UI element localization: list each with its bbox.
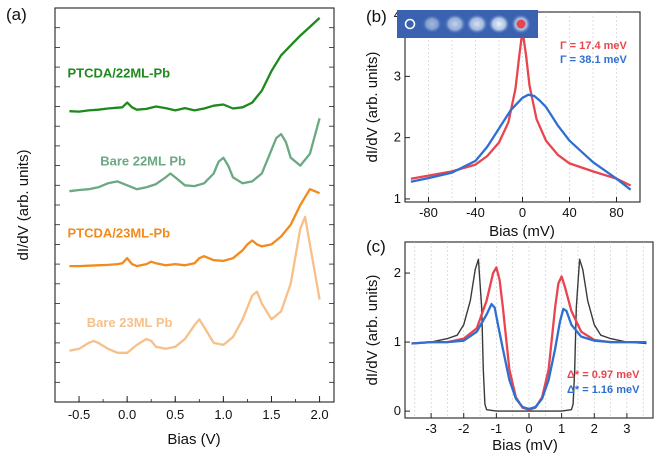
panel-c-xtick-label: -2 bbox=[458, 421, 470, 436]
series-label-ptcda-22ml-pb: PTCDA/22ML-Pb bbox=[68, 66, 171, 81]
panel-b-xtick-label: -80 bbox=[419, 205, 438, 220]
panel-b-xlabel: Bias (mV) bbox=[489, 223, 555, 240]
panel-c-annotation-red: Δ* = 0.97 meV bbox=[567, 369, 640, 381]
panel-b-ytick-label: 2 bbox=[394, 130, 401, 145]
panel-b-xtick-label: -40 bbox=[466, 205, 485, 220]
panel-a-series-labels: PTCDA/22ML-Pb Bare 22ML Pb PTCDA/23ML-Pb Ba… bbox=[68, 66, 187, 330]
panel-a-xtick-label: 2.0 bbox=[311, 407, 329, 422]
panel-c-xtick-label: -3 bbox=[425, 421, 437, 436]
panel-a-xtick-label: 1.5 bbox=[262, 407, 280, 422]
panel-a-xtick-label: -0.5 bbox=[68, 407, 90, 422]
panel-c-xtick-label: 0 bbox=[525, 421, 532, 436]
panel-a-xtick-label: 0.0 bbox=[118, 407, 136, 422]
panel-b-annotation-red: Γ = 17.4 meV bbox=[560, 40, 628, 52]
panel-b-annotation-blue: Γ = 38.1 meV bbox=[560, 54, 628, 66]
panel-c-ticks: -3 -2 -1 0 1 2 3 0 1 2 bbox=[394, 265, 631, 436]
panel-a-xlabel: Bias (V) bbox=[167, 431, 220, 448]
panel-c-xtick-label: 1 bbox=[558, 421, 565, 436]
panel-c-ytick-label: 0 bbox=[394, 403, 401, 418]
panel-b-series-blue bbox=[410, 93, 632, 191]
panel-c-ytick-label: 1 bbox=[394, 334, 401, 349]
panel-a-ticks: -0.5 0.0 0.5 1.0 1.5 2.0 bbox=[54, 27, 334, 422]
panel-b-letter: (b) bbox=[366, 7, 387, 26]
panel-b-inset bbox=[397, 10, 538, 38]
panel-c-xtick-label: -1 bbox=[491, 421, 503, 436]
panel-c-series-gray bbox=[411, 258, 647, 412]
panel-c-xlabel: Bias (mV) bbox=[492, 437, 558, 454]
panel-a-xtick-label: 1.0 bbox=[214, 407, 232, 422]
panel-b-ytick-label: 1 bbox=[394, 191, 401, 206]
series-ptcda-23ml-pb bbox=[69, 188, 321, 268]
series-bare-23ml-pb bbox=[69, 215, 321, 354]
panel-a: -0.5 0.0 0.5 1.0 1.5 2.0 PTCDA/22ML-Pb Bare 22… bbox=[15, 7, 335, 448]
panel-b-xtick-label: 0 bbox=[519, 205, 526, 220]
panel-a-ylabel: dI/dV (arb. units) bbox=[15, 150, 32, 261]
panel-b-xtick-label: 40 bbox=[562, 205, 576, 220]
series-ptcda-22ml-pb bbox=[69, 17, 321, 113]
panel-b-xtick-label: 80 bbox=[609, 205, 623, 220]
panel-a-xtick-label: 0.5 bbox=[166, 407, 184, 422]
panel-c-xtick-label: 3 bbox=[623, 421, 630, 436]
inset-filled-dot bbox=[516, 19, 526, 29]
panel-b-ylabel: dI/dV (arb. units) bbox=[364, 52, 381, 163]
series-label-ptcda-23ml-pb: PTCDA/23ML-Pb bbox=[68, 225, 171, 240]
panel-b: -80-40040801234 Γ = 17.4 meV Γ = 38.1 me… bbox=[364, 7, 641, 240]
panel-c-letter: (c) bbox=[366, 237, 386, 256]
panel-c-xtick-label: 2 bbox=[591, 421, 598, 436]
panel-c-series-blue bbox=[411, 302, 647, 411]
series-label-bare-23ml-pb: Bare 23ML Pb bbox=[87, 315, 173, 330]
panel-c-ylabel: dI/dV (arb. units) bbox=[364, 275, 381, 386]
panel-c-series bbox=[411, 258, 647, 412]
panel-a-letter: (a) bbox=[6, 5, 27, 24]
inset-open-dot bbox=[404, 18, 416, 30]
panel-c-annotation-blue: Δ* = 1.16 meV bbox=[567, 384, 640, 396]
panel-c: -3 -2 -1 0 1 2 3 0 1 2 Δ* = 0.97 meV Δ* = 1.16 me… bbox=[364, 241, 654, 454]
panel-a-series bbox=[69, 17, 321, 354]
panel-b-ytick-label: 3 bbox=[394, 68, 401, 83]
series-bare-22ml-pb bbox=[69, 117, 321, 193]
panel-c-ytick-label: 2 bbox=[394, 265, 401, 280]
series-label-bare-22ml-pb: Bare 22ML Pb bbox=[100, 154, 186, 169]
